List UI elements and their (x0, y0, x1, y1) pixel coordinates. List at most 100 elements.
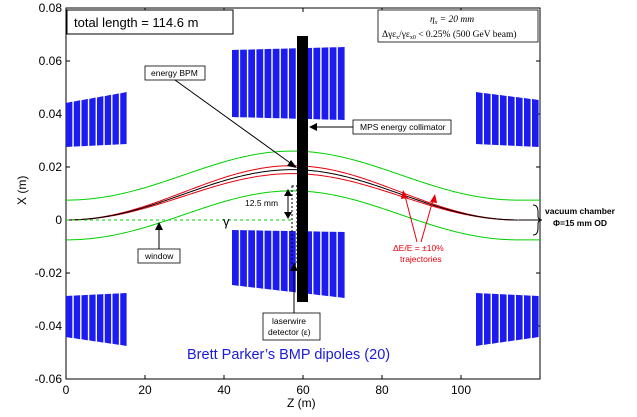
magnet-stripe (337, 231, 345, 298)
magnet-stripe (321, 47, 329, 120)
magnet-stripe (500, 294, 507, 343)
trajectory-arrowhead-2 (430, 194, 437, 203)
magnet-stripe (89, 294, 96, 342)
magnet-stripe (104, 293, 112, 344)
laserwire-label-2: detector (ε) (268, 327, 311, 337)
magnet-stripe (484, 293, 491, 345)
magnet-stripe (508, 294, 515, 342)
magnet-stripe (81, 98, 88, 147)
magnet-stripe (524, 295, 531, 340)
mps-collimator-arrowhead (309, 123, 317, 131)
magnet-stripe (532, 295, 539, 339)
magnet-stripe (232, 230, 239, 286)
y-axis-label: X (m) (15, 176, 29, 205)
magnet-stripe (329, 47, 337, 120)
energy-bpm-label: energy BPM (151, 68, 198, 78)
laserwire-label-1: laserwire (272, 316, 306, 326)
magnet-stripe (97, 294, 104, 343)
y-tick-label: -0.02 (35, 266, 63, 280)
magnet-stripe (240, 230, 247, 287)
magnet-stripe (73, 100, 81, 147)
magnet-stripe (321, 231, 329, 297)
magnet-stripe (89, 97, 96, 146)
magnet-stripe (272, 48, 280, 119)
magnet-stripe (240, 49, 247, 118)
magnet-stripe (66, 101, 73, 147)
magnet-stripe (248, 49, 256, 118)
y-tick-label: 0 (55, 213, 62, 227)
total-length-box (66, 9, 234, 35)
vacuum-chamber-label-2: Φ=15 mm OD (553, 218, 607, 228)
magnet-stripe (272, 230, 280, 291)
x-tick-label: 100 (451, 383, 471, 397)
magnet-stripe (337, 47, 345, 120)
x-tick-label: 0 (63, 383, 70, 397)
magnet-stripe (97, 96, 104, 146)
magnet-stripe (289, 48, 296, 119)
formula-line-1: ηx = 20 mm (430, 15, 474, 26)
magnet-stripe (313, 47, 321, 120)
trajectories-label-2: trajectories (400, 254, 442, 264)
x-tick-label: 60 (296, 383, 310, 397)
x-tick-label: 80 (375, 383, 389, 397)
magnet-stripe (280, 230, 288, 292)
magnet-stripe (476, 92, 483, 145)
trajectory-minus (65, 173, 519, 221)
energy-bpm-pointer (174, 79, 294, 166)
x-tick-label: 40 (217, 383, 231, 397)
magnet-stripe (492, 293, 499, 344)
magnet-stripe (329, 231, 337, 298)
mps-collimator-bar (297, 36, 308, 302)
y-tick-label: 0.06 (39, 54, 63, 68)
formula-line-2: Δγεx/γεx0 < 0.25% (500 GeV beam) (382, 29, 517, 41)
formula-box (377, 9, 539, 43)
magnet-stripe (280, 48, 288, 119)
magnet-stripe (256, 49, 264, 118)
trajectories-label-1: ΔE/E = ±10% (393, 243, 444, 253)
dipoles-label: Brett Parker’s BMP dipoles (20) (187, 347, 390, 363)
trajectory-pointer-1 (404, 195, 418, 243)
magnet-stripe (120, 92, 127, 145)
mps-collimator-label: MPS energy collimator (360, 122, 446, 132)
magnet-stripe (112, 293, 119, 345)
total-length-label: total length = 114.6 m (74, 15, 198, 30)
magnet-stripe (256, 230, 264, 289)
magnet-stripe (289, 231, 296, 293)
magnet-stripe (232, 49, 239, 118)
magnet-stripe (516, 294, 523, 341)
magnet-stripe (516, 97, 523, 147)
magnet-stripe (524, 98, 531, 147)
gamma-label: γ (223, 214, 230, 229)
laserwire-box (262, 312, 321, 341)
magnet-stripe (66, 295, 73, 339)
y-tick-label: 0.08 (39, 1, 63, 15)
magnet-stripe (476, 293, 483, 346)
magnet-stripe (248, 230, 256, 288)
trajectory-nominal (65, 169, 519, 221)
window-arrowhead (155, 222, 163, 230)
magnet-stripe (112, 93, 119, 145)
magnet-stripe (484, 93, 491, 145)
magnet-stripe (508, 96, 515, 146)
magnet-stripe (500, 95, 507, 146)
gap-arrow-down (284, 212, 292, 219)
magnet-stripe (81, 294, 88, 341)
magnet-stripe (120, 293, 127, 346)
magnet-stripe (264, 48, 272, 119)
x-tick-label: 20 (138, 383, 152, 397)
energy-bpm-arrowhead (287, 160, 297, 168)
vacuum-chamber-brace (532, 204, 543, 236)
x-axis-label: Z (m) (287, 396, 316, 410)
magnet-stripe (73, 295, 81, 340)
magnet-stripe (532, 99, 539, 147)
magnet-stripe (492, 94, 499, 146)
laserwire-arrowhead (290, 263, 298, 271)
gap-arrow-up (284, 189, 292, 196)
window-label: window (144, 251, 174, 261)
magnet-stripe (313, 231, 321, 296)
magnet-stripe (264, 230, 272, 290)
y-tick-label: 0.02 (39, 160, 63, 174)
gap-label: 12.5 mm (245, 198, 278, 208)
magnet-stripe (104, 94, 112, 146)
